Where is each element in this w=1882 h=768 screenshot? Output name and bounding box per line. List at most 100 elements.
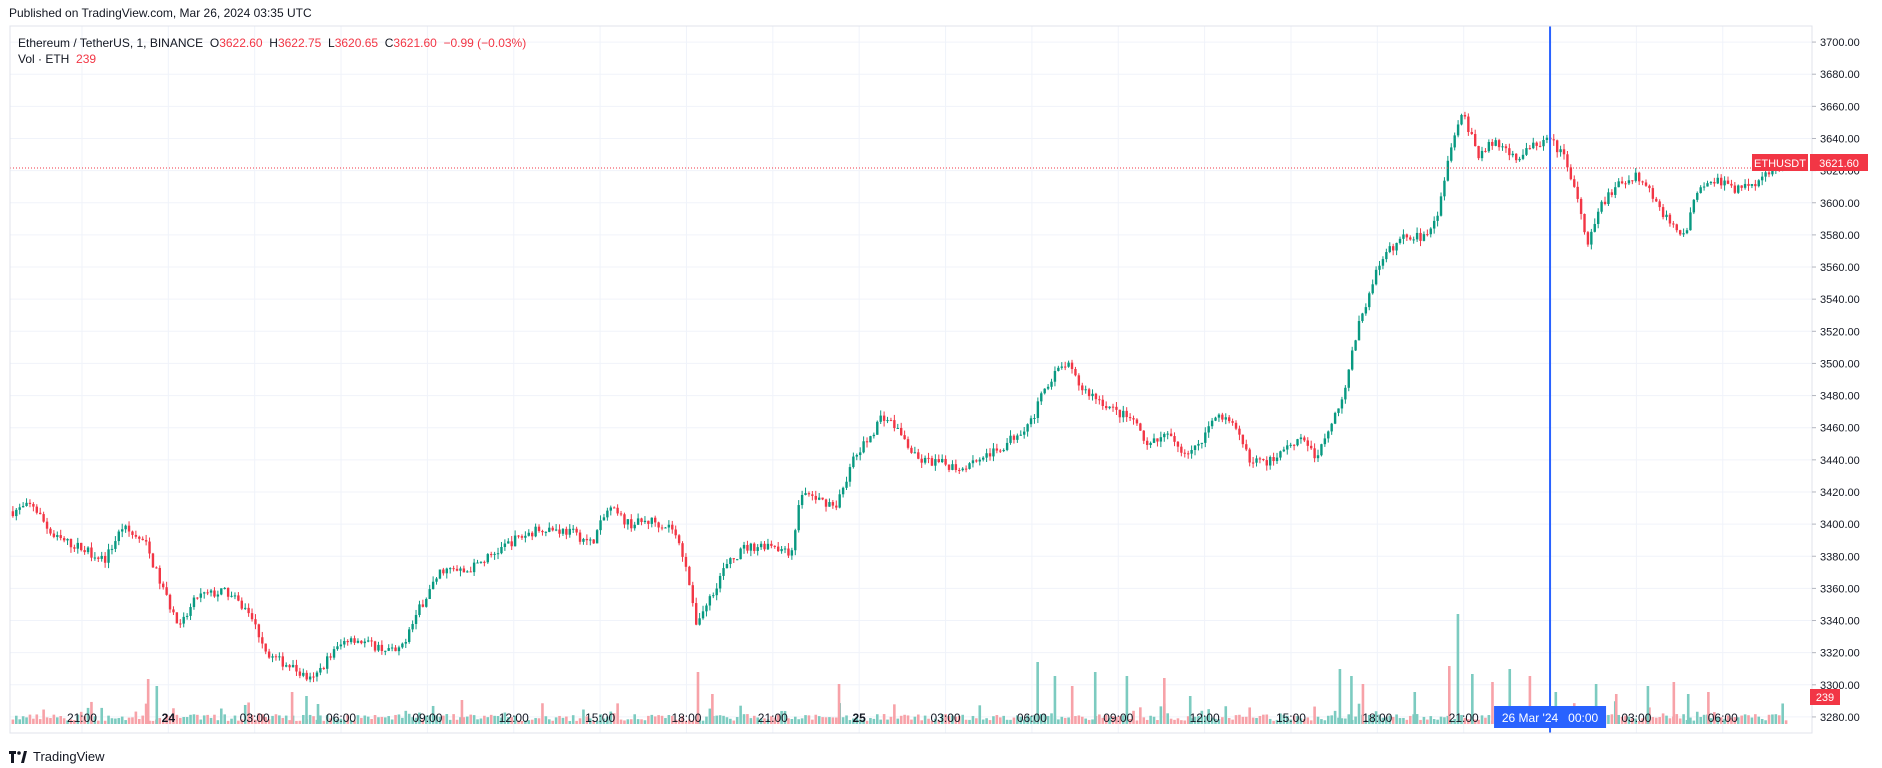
candle-body [910, 447, 913, 453]
candle-body [893, 420, 896, 429]
candle-body [486, 554, 489, 563]
candle-body [1019, 434, 1022, 436]
volume-bar [1043, 714, 1046, 724]
candle-body [1535, 142, 1538, 146]
chart-legend: Ethereum / TetherUS, 1, BINANCE O3622.60… [18, 35, 526, 67]
volume-bar [834, 717, 838, 724]
candle-body [151, 553, 155, 568]
candle-body [558, 529, 561, 534]
volume-bar [1282, 714, 1286, 724]
volume-bar [817, 716, 821, 724]
volume-bar [35, 714, 39, 724]
volume-spike [1188, 696, 1192, 724]
volume-bar [114, 718, 117, 724]
candle-body [1323, 438, 1327, 445]
candle-body [1108, 406, 1111, 409]
candle-body [73, 547, 76, 549]
candle-body [1627, 180, 1631, 184]
candle-body [332, 649, 336, 658]
volume-bar [1460, 714, 1463, 724]
volume-bar [653, 716, 657, 724]
candle-body [1149, 442, 1152, 446]
candle-body [940, 458, 944, 463]
volume-bar [247, 702, 250, 724]
volume-bar [923, 715, 927, 724]
volume-bar [729, 718, 732, 724]
volume-bar [366, 716, 370, 724]
candle-body [869, 436, 872, 443]
candle-body [1463, 114, 1467, 117]
candle-body [1494, 140, 1497, 146]
candle-body [1142, 430, 1145, 441]
candle-body [735, 559, 739, 561]
volume-bar [766, 719, 770, 724]
volume-bar [209, 717, 213, 724]
candle-body [1053, 370, 1057, 382]
volume-bar [1299, 718, 1303, 724]
candle-body [742, 544, 746, 549]
volume-bar [452, 714, 455, 724]
volume-bar [1405, 719, 1409, 724]
candle-body [1128, 417, 1132, 419]
volume-bar [732, 720, 736, 724]
candle-body [322, 667, 325, 669]
candle-body [11, 511, 15, 517]
volume-bar [643, 720, 647, 724]
candle-body [1388, 246, 1391, 253]
candle-body [1716, 177, 1719, 184]
candle-body [561, 528, 565, 534]
volume-bar [353, 720, 356, 724]
volume-bar [319, 715, 322, 724]
volume-bar [612, 713, 616, 724]
volume-bar [206, 714, 209, 724]
plot-border [9, 25, 1813, 734]
candle-body [578, 532, 582, 542]
candle-body [476, 562, 479, 564]
candle-body [127, 525, 131, 532]
candle-body [83, 550, 86, 553]
chart-grid [10, 26, 1812, 733]
volume-bar [284, 715, 288, 724]
volume-bar [975, 718, 978, 724]
volume-spike [1614, 694, 1618, 724]
volume-bar [28, 714, 32, 724]
candle-body [425, 598, 428, 607]
volume-bar [1115, 716, 1118, 724]
volume-spike [1456, 614, 1460, 724]
volume-bar [770, 716, 773, 724]
candle-body [1586, 232, 1590, 245]
volume-bar [1238, 714, 1241, 724]
volume-bar [1484, 717, 1487, 724]
volume-bar [1784, 720, 1788, 724]
candle-body [677, 535, 681, 544]
candle-body [650, 517, 653, 524]
candle-body [93, 557, 97, 559]
volume-bar [513, 715, 517, 724]
tradingview-logo[interactable]: TradingView [9, 749, 105, 764]
volume-bar [1391, 716, 1395, 724]
candle-body [879, 415, 882, 422]
volume-bar [1337, 717, 1340, 724]
volume-bar [243, 704, 247, 724]
candle-body [930, 458, 934, 466]
volume-bar [1248, 707, 1251, 724]
volume-bar [588, 718, 592, 724]
candle-body [220, 588, 223, 595]
candle-body [988, 453, 992, 457]
candle-body [674, 529, 677, 536]
candle-body [114, 541, 117, 549]
candle-body [1508, 148, 1511, 156]
candle-body [732, 558, 735, 560]
candle-body [694, 603, 698, 625]
volume-bar [278, 715, 281, 724]
candle-body [445, 568, 448, 574]
candle-body [1501, 146, 1504, 148]
candle-body [226, 587, 230, 597]
volume-spike [1036, 662, 1039, 724]
volume-bar [199, 719, 203, 724]
candle-body [326, 656, 329, 669]
volume-bar [1063, 717, 1067, 724]
candle-body [1644, 182, 1648, 186]
candle-body [312, 676, 315, 678]
